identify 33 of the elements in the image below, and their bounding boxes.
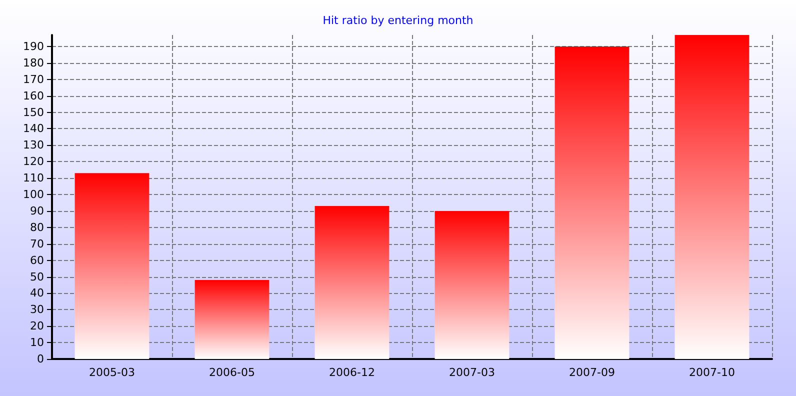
- y-tick-label: 120: [23, 155, 44, 168]
- bar: [674, 35, 750, 359]
- bar: [554, 46, 630, 359]
- x-tick-label: 2007-03: [449, 366, 495, 379]
- chart-title: Hit ratio by entering month: [322, 14, 474, 27]
- bar: [314, 206, 390, 359]
- y-tick-label: 90: [30, 204, 44, 218]
- y-tick-label: 150: [23, 106, 44, 119]
- y-tick-label: 70: [30, 237, 44, 250]
- y-tick-label: 20: [30, 320, 44, 333]
- y-tick-label: 0: [37, 352, 44, 366]
- x-tick-label: 2007-09: [569, 366, 615, 379]
- y-tick-label: 30: [30, 303, 44, 316]
- y-tick-label: 110: [23, 172, 44, 185]
- x-tick-label: 2007-10: [689, 366, 735, 379]
- y-tick-label: 100: [23, 188, 44, 202]
- y-tick-label: 130: [23, 138, 44, 152]
- bar: [434, 210, 510, 359]
- y-tick-label: 40: [30, 286, 44, 300]
- x-tick-label: 2005-03: [89, 366, 135, 379]
- bar: [194, 280, 270, 359]
- y-tick-label: 60: [30, 254, 44, 267]
- y-tick-label: 50: [30, 270, 44, 284]
- y-tick-label: 80: [30, 220, 44, 234]
- y-tick-label: 10: [30, 336, 44, 350]
- x-tick-label: 2006-05: [209, 366, 255, 379]
- y-tick-label: 170: [23, 72, 44, 86]
- x-tick-label: 2006-12: [329, 366, 375, 379]
- y-tick-label: 140: [23, 122, 44, 136]
- y-tick-label: 190: [23, 40, 44, 54]
- y-tick-label: 180: [23, 56, 44, 70]
- y-tick-label: 160: [23, 89, 44, 102]
- bar: [74, 173, 150, 359]
